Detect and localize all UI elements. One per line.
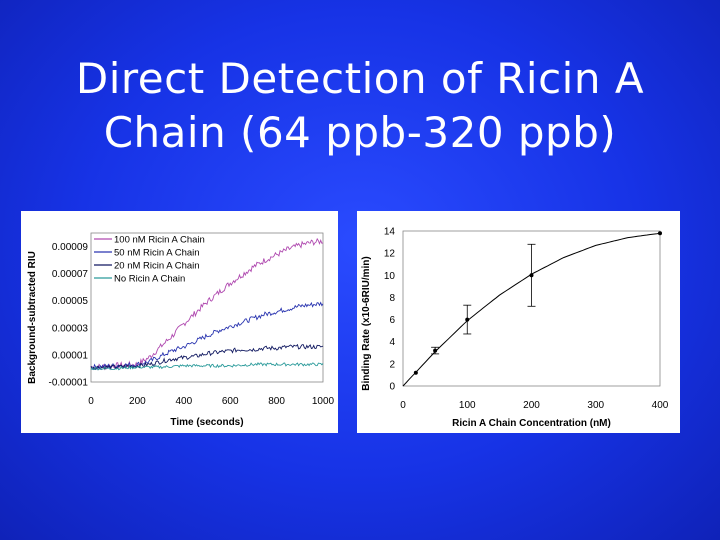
x-tick-label: 300 xyxy=(587,400,604,411)
y-axis-label: Binding Rate (x10-6RIU/min) xyxy=(361,256,372,390)
binding-rate-chart: 0 2 4 6 8 10 12 14 0 100 200 300 400 Ricin A Chain Co… xyxy=(361,227,669,430)
slide-title: Direct Detection of Ricin A Chain (64 pp… xyxy=(40,52,680,160)
series-line xyxy=(90,301,324,371)
data-point xyxy=(658,231,662,236)
x-tick-label: 0 xyxy=(88,396,94,407)
kinetics-chart-panel: -0.00001 0.00001 0.00003 0.00005 0.00007 0.00… xyxy=(21,211,338,433)
y-tick-label: 0.00007 xyxy=(52,269,89,280)
legend-entry: No Ricin A Chain xyxy=(114,274,185,285)
y-tick-label: 10 xyxy=(384,271,396,282)
y-tick-label: 0.00005 xyxy=(52,296,89,307)
y-tick-label: 0.00009 xyxy=(52,242,89,253)
data-point xyxy=(413,370,418,375)
binding-rate-chart-panel: 0 2 4 6 8 10 12 14 0 100 200 300 400 Ricin A Chain Co… xyxy=(357,211,680,433)
y-tick-label: 0.00003 xyxy=(52,323,89,334)
plot-area xyxy=(90,232,324,383)
data-point xyxy=(529,273,534,278)
kinetics-chart: -0.00001 0.00001 0.00003 0.00005 0.00007 0.00… xyxy=(27,232,335,428)
x-tick-label: 400 xyxy=(652,400,669,411)
legend-entry: 100 nM Ricin A Chain xyxy=(114,235,205,246)
y-tick-label: 4 xyxy=(389,337,395,348)
y-tick-label: 0 xyxy=(389,382,395,393)
x-tick-label: 0 xyxy=(400,400,406,411)
y-tick-label: 6 xyxy=(389,315,395,326)
y-tick-label: 8 xyxy=(389,293,395,304)
legend-entry: 20 nM Ricin A Chain xyxy=(114,261,200,272)
x-tick-label: 200 xyxy=(129,396,146,407)
y-tick-label: -0.00001 xyxy=(49,378,89,389)
y-tick-label: 14 xyxy=(384,227,396,238)
title-line-1: Direct Detection of Ricin A xyxy=(75,54,645,103)
title-line-2: Chain (64 ppb-320 ppb) xyxy=(103,108,617,157)
y-tick-label: 12 xyxy=(384,249,396,260)
data-point xyxy=(465,317,470,322)
x-tick-label: 1000 xyxy=(312,396,335,407)
x-axis-label: Time (seconds) xyxy=(170,417,243,428)
y-tick-label: 2 xyxy=(389,359,395,370)
x-tick-label: 400 xyxy=(175,396,192,407)
y-tick-label: 0.00001 xyxy=(52,350,89,361)
x-tick-label: 600 xyxy=(222,396,239,407)
legend-entry: 50 nM Ricin A Chain xyxy=(114,248,200,259)
x-axis-label: Ricin A Chain Concentration (nM) xyxy=(452,418,611,429)
x-tick-label: 800 xyxy=(268,396,285,407)
series-line xyxy=(90,362,324,371)
x-tick-label: 200 xyxy=(523,400,540,411)
y-axis-label: Background-subtracted RIU xyxy=(27,251,38,384)
data-point xyxy=(433,348,438,353)
x-tick-label: 100 xyxy=(459,400,476,411)
